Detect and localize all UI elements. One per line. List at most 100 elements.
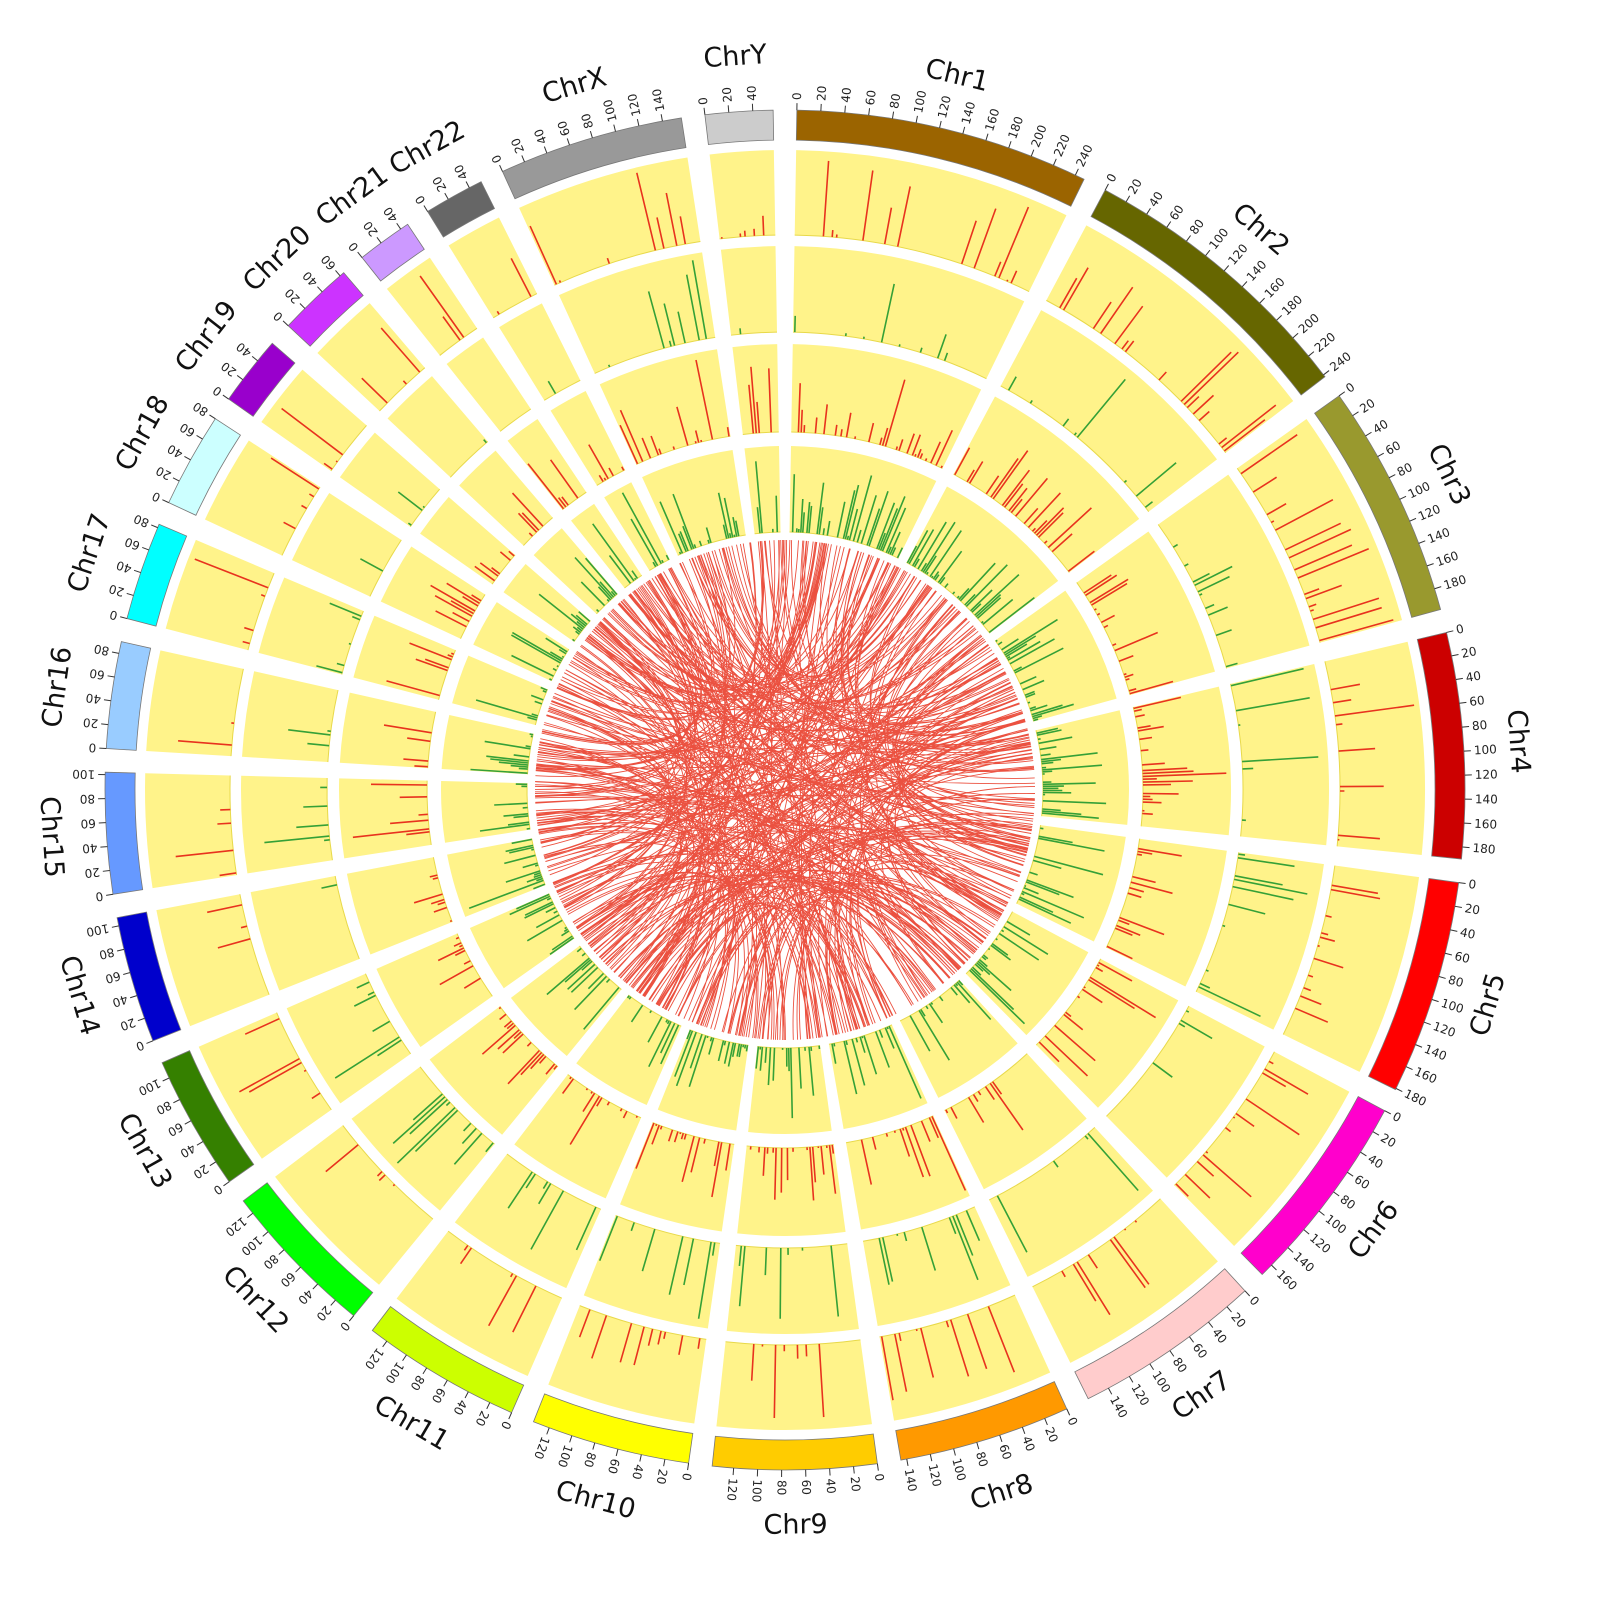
- tick-mark: [133, 569, 141, 574]
- track-3-histogram-chr15: [352, 783, 430, 839]
- track-1-baseline: [330, 425, 367, 472]
- tick-label: 60: [1190, 1341, 1210, 1362]
- track-4-baseline: [526, 783, 531, 830]
- track-3-baseline: [845, 1115, 934, 1144]
- track-3-baseline: [1105, 838, 1141, 948]
- tick-mark: [1431, 998, 1439, 1003]
- track-2-baseline: [450, 441, 489, 478]
- track-4-baseline: [1035, 730, 1044, 817]
- tick-label: 60: [104, 969, 122, 987]
- links-layer: [534, 539, 1036, 1041]
- tick-mark: [486, 1402, 491, 1410]
- tick-mark: [1454, 905, 1462, 908]
- track-4-histogram-chr20: [574, 556, 618, 613]
- track-1-background: [709, 150, 776, 239]
- track-1-background: [548, 1305, 707, 1424]
- track-2-background: [286, 973, 411, 1104]
- tick-label: 240: [1073, 142, 1095, 169]
- tick-mark: [464, 1391, 469, 1399]
- track-1-baseline: [1324, 661, 1341, 847]
- track-1-background: [1237, 419, 1403, 643]
- tick-label: 40: [300, 269, 321, 290]
- tick-label: 160: [1474, 817, 1498, 832]
- ideogram-chr3: [1314, 395, 1442, 618]
- tick-label: 220: [1312, 330, 1339, 355]
- tick-mark: [1146, 207, 1151, 215]
- track-4-background: [452, 655, 548, 725]
- track-3-background: [944, 1053, 1087, 1190]
- track-2-baseline: [730, 331, 778, 336]
- track-2-baseline: [364, 973, 412, 1055]
- track-2-baseline: [369, 539, 402, 597]
- tick-label: 80: [93, 641, 111, 658]
- tick-mark: [1292, 332, 1299, 339]
- track-3-histogram-chr22: [588, 444, 625, 483]
- track-2-histogram-chr18: [360, 558, 384, 572]
- tick-mark: [423, 205, 429, 212]
- ideogram-chr1: [795, 109, 1085, 207]
- tick-mark: [100, 846, 108, 848]
- tick-label: 0: [412, 193, 428, 207]
- tick-mark: [1418, 540, 1426, 544]
- tick-mark: [1377, 452, 1385, 458]
- chr-label-chr10: Chr10: [552, 1475, 639, 1526]
- track-3-background: [339, 778, 432, 859]
- tick-mark: [396, 222, 402, 230]
- track-1-baseline: [1236, 467, 1321, 643]
- tick-mark: [1303, 1229, 1310, 1235]
- tick-label: 80: [1187, 217, 1207, 238]
- tick-mark: [589, 130, 593, 138]
- tick-mark: [962, 126, 966, 134]
- track-2-histogram-chr6: [1152, 1010, 1213, 1078]
- tick-label: 100: [911, 89, 929, 114]
- ideogram-layer: [98, 103, 1472, 1477]
- ideogram-chrx: [501, 117, 687, 200]
- track-1-baseline: [493, 293, 538, 319]
- track-4-histogram-chry: [755, 461, 779, 534]
- ideogram-chr22: [427, 181, 496, 238]
- tick-label: 60: [1383, 438, 1403, 458]
- chr-label-chr7: Chr7: [1166, 1365, 1237, 1427]
- tick-label: 20: [472, 1409, 491, 1429]
- track-3-histogram-chr8: [860, 1116, 967, 1191]
- tick-mark: [1259, 297, 1265, 304]
- tick-mark: [727, 105, 730, 113]
- track-1-background: [1283, 865, 1420, 1072]
- tick-mark: [465, 181, 470, 188]
- track-4-background: [441, 781, 531, 843]
- tick-label: 100: [1323, 1212, 1350, 1237]
- chr-label-chr4: Chr4: [1501, 708, 1536, 774]
- tick-mark: [196, 1141, 204, 1146]
- tick-label: 60: [799, 1479, 813, 1495]
- tick-mark: [443, 1379, 448, 1387]
- tick-label: 220: [1051, 132, 1073, 159]
- track-2-histogram-chrx: [607, 260, 708, 368]
- track-4-baseline: [757, 1045, 821, 1049]
- tick-mark: [1395, 1088, 1403, 1092]
- tick-mark: [615, 1449, 619, 1457]
- track-1-background: [519, 157, 701, 286]
- track-4-background: [828, 1024, 928, 1129]
- track-3-baseline: [636, 435, 731, 465]
- tick-mark: [1208, 1321, 1214, 1328]
- ideogram-chr2: [1090, 189, 1326, 396]
- tick-mark: [223, 1181, 230, 1187]
- tick-mark: [1186, 235, 1191, 242]
- track-1-histogram-chr9: [750, 1343, 825, 1419]
- tick-label: 20: [430, 174, 450, 194]
- track-3-background: [420, 497, 516, 585]
- tick-label: 80: [261, 1251, 282, 1272]
- tick-mark: [1149, 1363, 1155, 1371]
- track-3-background: [346, 857, 453, 955]
- tick-label: 80: [887, 92, 903, 109]
- track-3-background: [339, 692, 436, 769]
- tick-mark: [1388, 474, 1396, 479]
- track-2-background: [250, 875, 360, 991]
- track-1-histogram-chr18: [270, 457, 320, 530]
- chr-label-chr9: Chr9: [763, 1509, 828, 1541]
- track-2-background: [446, 337, 531, 432]
- tick-label: 20: [282, 286, 303, 307]
- track-2-histogram-chr22: [547, 380, 557, 395]
- tick-label: 80: [1447, 973, 1466, 991]
- tick-label: 140: [959, 100, 979, 126]
